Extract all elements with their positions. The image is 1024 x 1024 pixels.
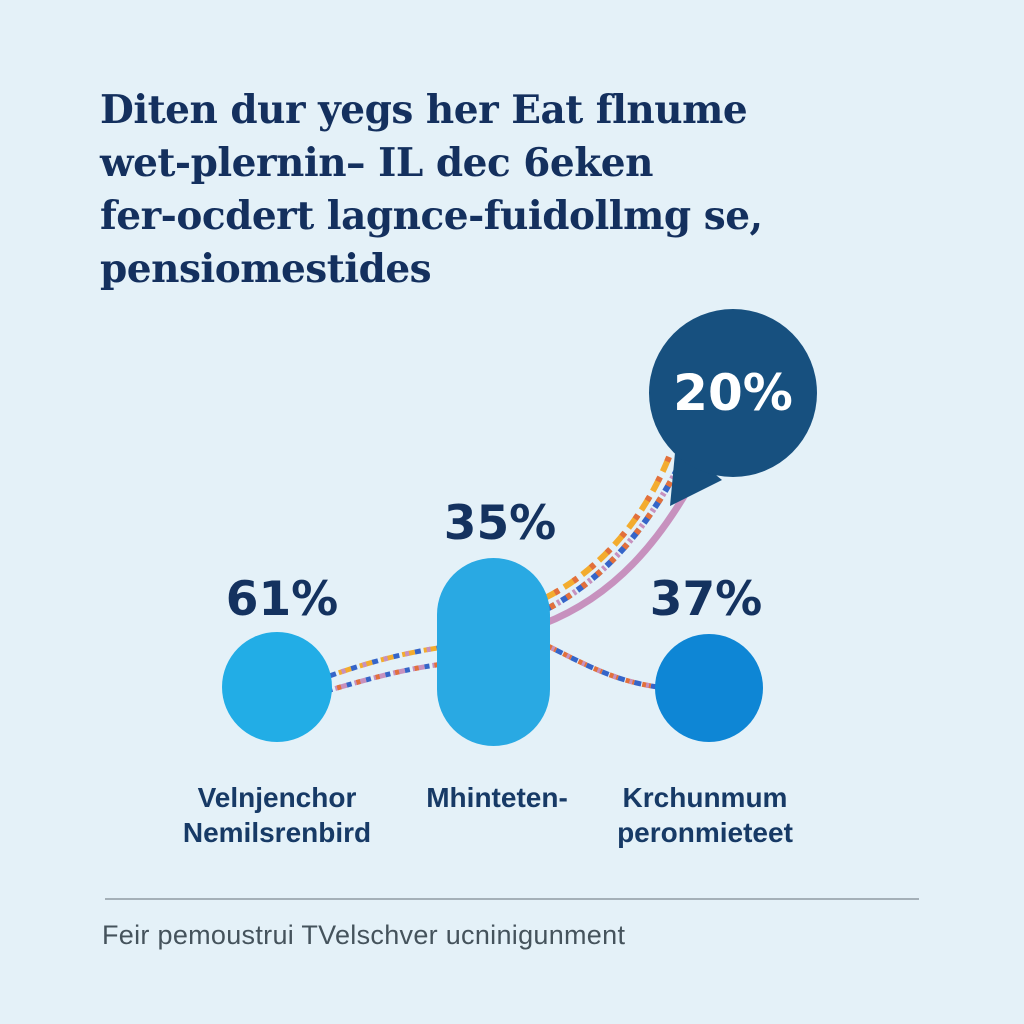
category-label-1: Velnjenchor Nemilsrenbird <box>137 780 417 850</box>
bubble-20-percent: 20% <box>649 309 817 477</box>
title-line-3: fer-ocdert lagnce-fuidollmg se, <box>100 193 763 239</box>
category-label-3-line-1: Krchunmum <box>622 782 788 813</box>
percent-label-35: 35% <box>443 496 557 551</box>
source-divider <box>105 898 919 900</box>
title-line-2: wet-plernin– IL dec 6eken <box>100 140 653 186</box>
category-label-3: Krchunmum peronmieteet <box>565 780 845 850</box>
pill-35-percent <box>437 558 550 746</box>
category-label-2: Mhinteten- <box>357 780 637 815</box>
percent-label-61: 61% <box>225 572 339 627</box>
category-label-1-line-1: Velnjenchor <box>197 782 357 813</box>
category-label-1-line-2: Nemilsrenbird <box>182 817 372 848</box>
connector-35-to-20-yellow <box>543 450 674 601</box>
page-title: Diten dur yegs her Eat flnume wet-plerni… <box>100 84 763 296</box>
source-note: Feir pemoustrui TVelschver ucninigunment <box>102 920 626 950</box>
percent-label-37: 37% <box>649 572 763 627</box>
connector-61-to-35-upper <box>317 643 453 683</box>
connector-35-to-37 <box>546 643 659 690</box>
bubble-61-percent <box>222 632 332 742</box>
percent-label-20: 20% <box>673 364 793 422</box>
category-label-2-line-1: Mhinteten- <box>426 782 568 813</box>
bubble-37-percent <box>655 634 763 742</box>
connector-61-to-35-lower <box>315 660 453 697</box>
title-line-4: pensiomestides <box>100 246 432 292</box>
title-line-1: Diten dur yegs her Eat flnume <box>100 87 748 133</box>
connector-35-to-20-blue <box>543 464 682 613</box>
category-label-3-line-2: peronmieteet <box>617 817 793 848</box>
